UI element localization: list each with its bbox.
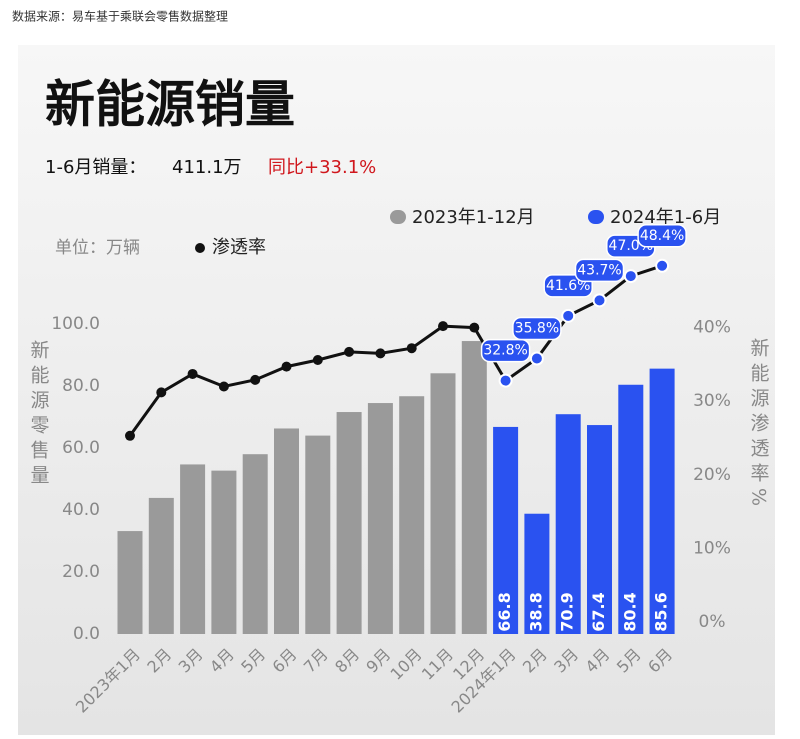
bar: [242, 454, 268, 634]
y2-tick-label: 0%: [699, 612, 726, 632]
point: [529, 351, 544, 366]
y2-tick-label: 40%: [693, 318, 731, 338]
bar: [555, 414, 581, 634]
point: [438, 321, 448, 332]
bar: [117, 531, 143, 634]
value-label: 32.8%: [483, 343, 527, 359]
point: [125, 430, 135, 441]
bar-value-label: 70.9: [558, 592, 577, 631]
y-tick-label: 0.0: [73, 624, 100, 644]
bar: [430, 373, 456, 634]
legend-label: 渗透率: [212, 237, 266, 258]
bar: [274, 428, 299, 634]
bar-value-label: 38.8: [526, 592, 545, 631]
point: [250, 374, 261, 385]
summary-value: 411.1万: [172, 157, 242, 178]
point: [623, 269, 638, 284]
value-label-box: [637, 224, 687, 248]
legend-label: 2023年1-12月: [412, 207, 535, 228]
point: [498, 373, 513, 388]
value-label: 48.4%: [640, 228, 684, 244]
point: [156, 387, 167, 398]
legend-swatch: [390, 210, 406, 224]
bar: [367, 403, 393, 634]
value-label: 41.6%: [546, 278, 590, 294]
bar: [524, 513, 550, 634]
bar: [587, 425, 612, 634]
y-tick-label: 20.0: [62, 562, 100, 582]
bar-value-label: 67.4: [589, 592, 608, 631]
card: [18, 45, 775, 735]
bar: [336, 412, 362, 634]
y-tick-label: 100.0: [51, 314, 100, 334]
bar: [493, 426, 519, 634]
unit: 单位：万辆: [55, 238, 140, 258]
chart-title: 新能源销量: [45, 76, 295, 134]
summary-change: 同比+33.1%: [268, 157, 376, 178]
y-tick-label: 40.0: [62, 500, 100, 520]
bar: [305, 435, 331, 634]
point: [344, 346, 355, 357]
point: [469, 322, 480, 333]
bar: [399, 396, 425, 634]
bar-value-label: 66.8: [495, 592, 514, 631]
legend-swatch: [588, 210, 604, 224]
bar: [180, 464, 206, 634]
point: [406, 343, 417, 354]
bar: [461, 341, 487, 634]
point: [218, 381, 229, 392]
bar-value-label: 80.4: [620, 592, 639, 631]
point: [312, 354, 323, 365]
source: 数据来源：易车基于乘联会零售数据整理: [12, 9, 228, 24]
value-label-box: [480, 338, 531, 363]
bar: [211, 470, 237, 634]
value-label-box: [574, 258, 625, 283]
summary-label: 1-6月销量：: [45, 157, 146, 178]
y-tick-label: 80.0: [62, 376, 100, 396]
point: [561, 308, 576, 323]
y2-tick-label: 20%: [693, 465, 731, 485]
value-label-box: [512, 316, 562, 341]
value-label: 43.7%: [577, 262, 621, 278]
bar-value-label: 85.6: [652, 592, 671, 631]
y-tick-label: 60.0: [62, 438, 100, 458]
bar: [148, 497, 174, 634]
point: [592, 293, 607, 308]
point: [655, 258, 670, 273]
y2-tick-label: 30%: [693, 391, 731, 411]
point: [281, 361, 292, 372]
y2-axis-label: 新能源渗透率%: [748, 338, 770, 512]
legend-swatch: [195, 243, 205, 253]
y2-tick-label: 10%: [693, 538, 731, 558]
bar: [618, 384, 644, 634]
bar: [649, 368, 675, 634]
point: [187, 368, 198, 379]
value-label: 35.8%: [515, 321, 559, 337]
y-axis-label: 新能源零售量: [28, 340, 50, 490]
point: [375, 348, 386, 359]
legend-label: 2024年1-6月: [610, 207, 721, 228]
